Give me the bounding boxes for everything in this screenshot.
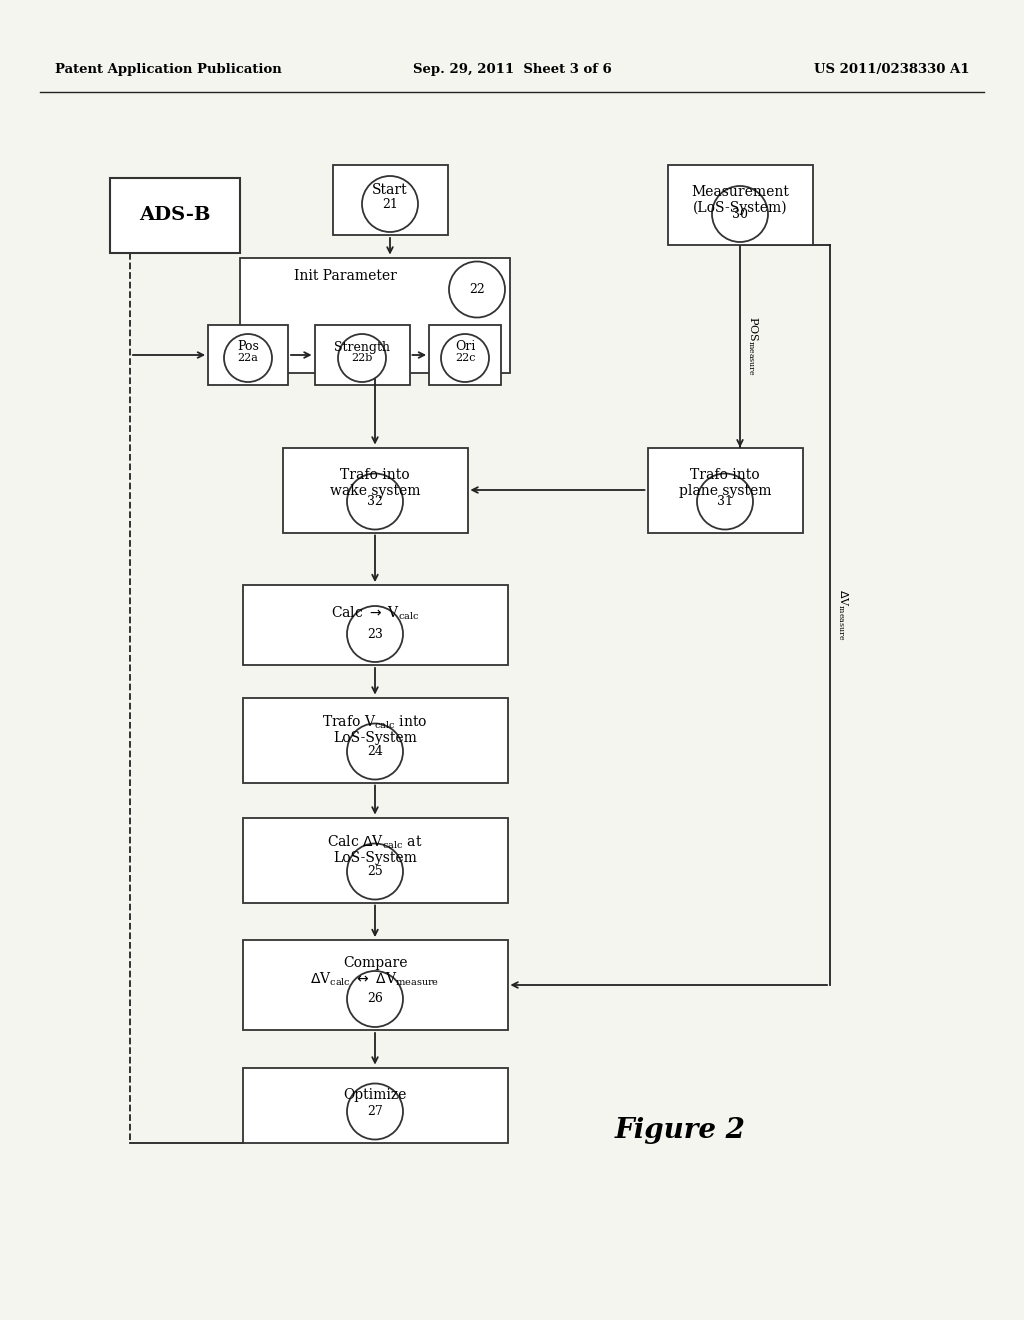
Circle shape	[347, 1084, 403, 1139]
Text: 24: 24	[367, 744, 383, 758]
Bar	[668, 165, 812, 246]
Text: Calc $\rightarrow$ V$_{\mathregular{calc}}$: Calc $\rightarrow$ V$_{\mathregular{calc…	[331, 605, 419, 622]
Text: 23: 23	[367, 627, 383, 640]
Text: Trafo into: Trafo into	[690, 469, 760, 482]
Bar	[647, 447, 803, 532]
Text: 22c: 22c	[455, 352, 475, 363]
Bar	[243, 1068, 508, 1143]
Bar	[240, 257, 510, 372]
Circle shape	[441, 334, 489, 381]
Circle shape	[347, 972, 403, 1027]
Circle shape	[347, 606, 403, 663]
Text: ADS-B: ADS-B	[139, 206, 211, 224]
Text: $\Delta$V$_{\mathregular{calc}}$ $\leftrightarrow$ $\Delta$V$_{\mathregular{meas: $\Delta$V$_{\mathregular{calc}}$ $\leftr…	[310, 970, 439, 987]
Text: POS$_{\mathregular{measure}}$: POS$_{\mathregular{measure}}$	[746, 317, 760, 376]
Text: Ori: Ori	[455, 341, 475, 354]
Text: 22a: 22a	[238, 352, 258, 363]
Circle shape	[712, 186, 768, 242]
Text: Init Parameter: Init Parameter	[294, 268, 396, 282]
Bar	[429, 325, 501, 385]
Circle shape	[224, 334, 272, 381]
Text: wake system: wake system	[330, 484, 420, 498]
Text: Start: Start	[372, 183, 408, 197]
Bar	[283, 447, 468, 532]
Bar	[208, 325, 288, 385]
Text: 30: 30	[732, 207, 748, 220]
Text: LoS-System: LoS-System	[333, 851, 417, 865]
Text: 21: 21	[382, 198, 398, 210]
Circle shape	[347, 843, 403, 899]
Text: Figure 2: Figure 2	[614, 1117, 745, 1143]
Text: 22b: 22b	[351, 352, 373, 363]
Text: 22: 22	[469, 282, 485, 296]
Bar	[243, 940, 508, 1030]
Text: 26: 26	[367, 993, 383, 1006]
Text: Sep. 29, 2011  Sheet 3 of 6: Sep. 29, 2011 Sheet 3 of 6	[413, 63, 611, 77]
Text: Compare: Compare	[343, 956, 408, 970]
Circle shape	[449, 261, 505, 318]
Circle shape	[362, 176, 418, 232]
Bar	[314, 325, 410, 385]
Text: Trafo V$_{\mathregular{calc}}$ into: Trafo V$_{\mathregular{calc}}$ into	[323, 713, 428, 731]
Text: 32: 32	[367, 495, 383, 508]
Circle shape	[347, 723, 403, 780]
Text: $\Delta$V$_{\mathregular{measure}}$: $\Delta$V$_{\mathregular{measure}}$	[837, 589, 850, 640]
Text: Patent Application Publication: Patent Application Publication	[55, 63, 282, 77]
Circle shape	[338, 334, 386, 381]
Text: LoS-System: LoS-System	[333, 731, 417, 744]
Bar	[110, 177, 240, 252]
Text: Optimize: Optimize	[343, 1088, 407, 1102]
Text: 27: 27	[368, 1105, 383, 1118]
Bar	[243, 585, 508, 665]
Text: 25: 25	[368, 865, 383, 878]
Text: Pos: Pos	[238, 341, 259, 354]
Text: Calc $\Delta$V$_{\mathregular{calc}}$ at: Calc $\Delta$V$_{\mathregular{calc}}$ at	[328, 833, 423, 850]
Text: Trafo into: Trafo into	[340, 469, 410, 482]
Text: (LoS-System): (LoS-System)	[692, 201, 787, 215]
Circle shape	[697, 474, 753, 529]
Bar	[243, 697, 508, 783]
Text: US 2011/0238330 A1: US 2011/0238330 A1	[813, 63, 969, 77]
Text: Measurement: Measurement	[691, 185, 788, 199]
Text: plane system: plane system	[679, 484, 771, 498]
Bar	[243, 817, 508, 903]
Bar	[333, 165, 447, 235]
Text: 31: 31	[717, 495, 733, 508]
Circle shape	[347, 474, 403, 529]
Text: Strength: Strength	[334, 341, 390, 354]
